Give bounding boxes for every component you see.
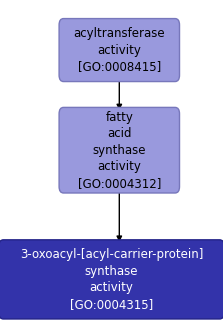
Text: acyltransferase
activity
[GO:0008415]: acyltransferase activity [GO:0008415] <box>74 27 165 73</box>
FancyBboxPatch shape <box>59 19 180 81</box>
FancyBboxPatch shape <box>0 240 223 319</box>
FancyBboxPatch shape <box>59 107 180 193</box>
Text: 3-oxoacyl-[acyl-carrier-protein]
synthase
activity
[GO:0004315]: 3-oxoacyl-[acyl-carrier-protein] synthas… <box>20 248 203 311</box>
Text: fatty
acid
synthase
activity
[GO:0004312]: fatty acid synthase activity [GO:0004312… <box>78 111 161 190</box>
